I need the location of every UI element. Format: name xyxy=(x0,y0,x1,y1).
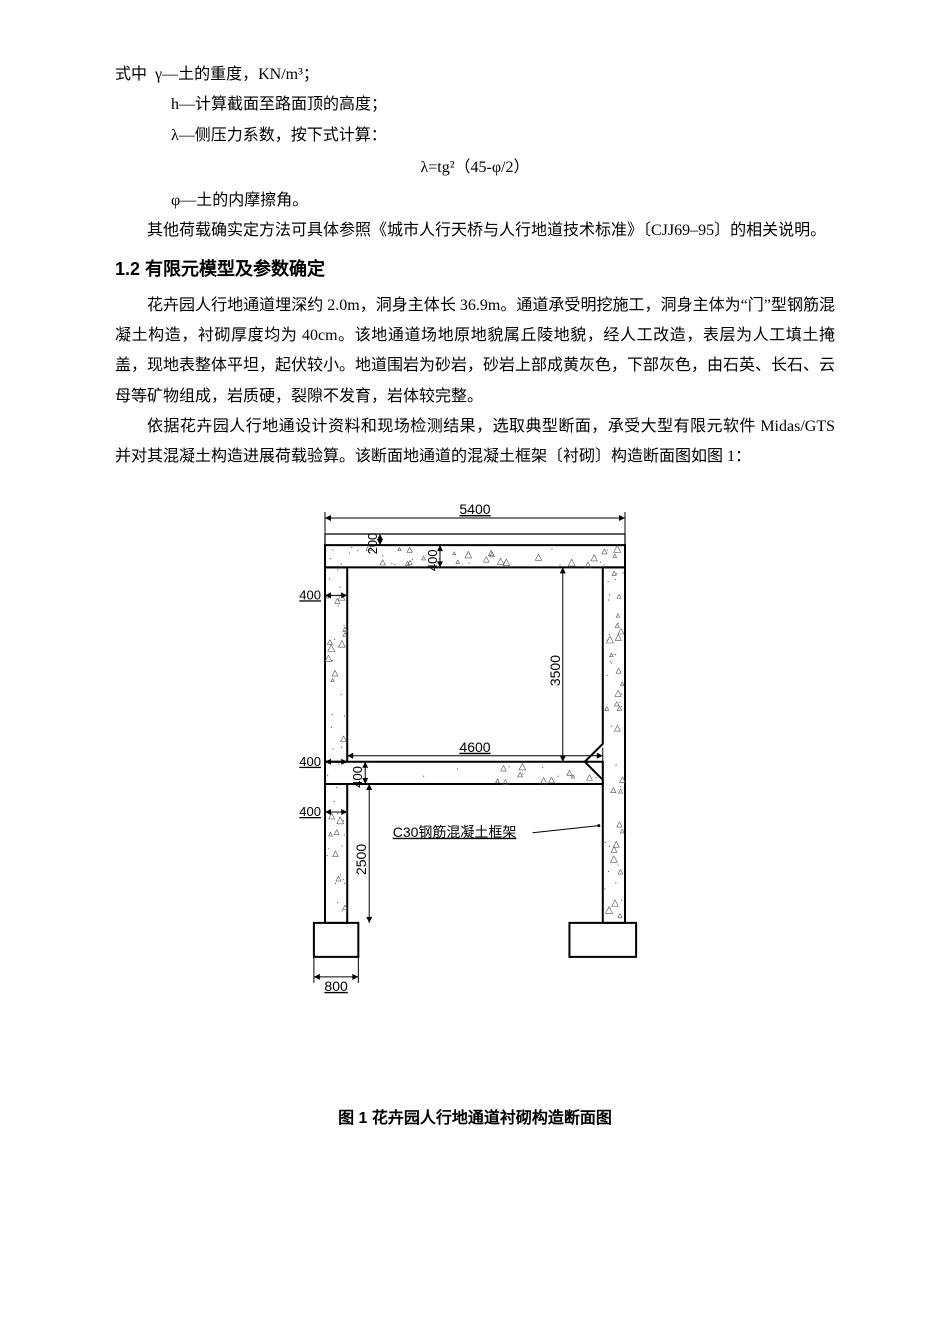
def-gamma-text: γ—土的重度，KN/m³； xyxy=(155,66,319,83)
def-prefix: 式中 xyxy=(115,66,147,83)
svg-text:C30钢筋混凝土框架: C30钢筋混凝土框架 xyxy=(393,824,517,840)
svg-text:3500: 3500 xyxy=(547,655,563,686)
svg-text:400: 400 xyxy=(299,754,321,769)
formula-lambda: λ=tg²（45-φ/2） xyxy=(115,153,835,183)
figure-1-caption: 图 1 花卉园人行地通道衬砌构造断面图 xyxy=(115,1104,835,1134)
svg-text:400: 400 xyxy=(425,549,440,571)
svg-text:4600: 4600 xyxy=(459,739,490,755)
svg-text:400: 400 xyxy=(299,804,321,819)
reference-paragraph: 其他荷载确实定方法可具体参照《城市人行天桥与人行地道技术标准》〔CJJ69–95… xyxy=(115,216,835,246)
svg-text:2500: 2500 xyxy=(353,844,369,875)
svg-text:200: 200 xyxy=(365,533,380,555)
svg-text:400: 400 xyxy=(299,587,321,602)
svg-text:400: 400 xyxy=(350,766,365,788)
cross-section-svg: 5400 200 400 400 400 400 400 4600 3500 2500 800 C30… xyxy=(270,489,680,1079)
figure-1: 5400 200 400 400 400 400 400 4600 3500 2500 800 C30… xyxy=(115,489,835,1135)
section-heading-1-2: 1.2 有限元模型及参数确定 xyxy=(115,252,835,286)
definition-phi: φ—土的内摩擦角。 xyxy=(115,186,835,216)
paragraph-2: 依据花卉园人行地通设计资料和现场检测结果，选取典型断面，承受大型有限元软件 Mi… xyxy=(115,412,835,473)
definition-lambda: λ—侧压力系数，按下式计算： xyxy=(115,121,835,151)
svg-text:800: 800 xyxy=(324,978,348,994)
paragraph-1: 花卉园人行地通道埋深约 2.0m，洞身主体长 36.9m。通道承受明挖施工，洞身… xyxy=(115,291,835,413)
definition-h: h—计算截面至路面顶的高度； xyxy=(115,90,835,120)
svg-text:5400: 5400 xyxy=(459,501,490,517)
definition-gamma: 式中 γ—土的重度，KN/m³； xyxy=(115,60,835,90)
